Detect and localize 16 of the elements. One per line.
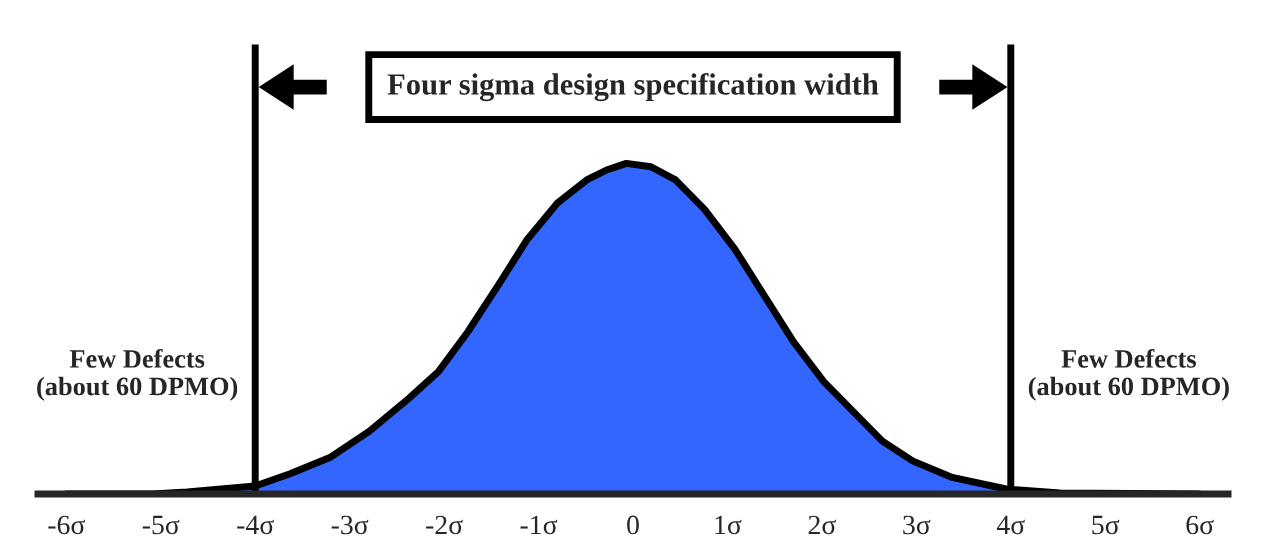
chart-title: Four sigma design specification width [387, 72, 879, 102]
x-tick-label: 6σ [1186, 515, 1214, 535]
x-tick-label: -3σ [331, 515, 369, 535]
x-tick-label: -2σ [426, 515, 463, 535]
x-tick-label: -6σ [48, 515, 85, 535]
x-tick-label: -5σ [142, 515, 180, 535]
x-tick-label: 2σ [808, 515, 836, 535]
x-tick-label: 3σ [903, 515, 931, 535]
annotation: Few Defects (about 60 DPMO) [1028, 348, 1229, 401]
x-tick-label: -4σ [237, 515, 274, 535]
annotation: Few Defects (about 60 DPMO) [37, 348, 238, 401]
x-tick-label: 1σ [715, 515, 742, 535]
x-tick-label: 4σ [996, 515, 1025, 535]
x-tick-label: 5σ [1092, 515, 1120, 535]
x-tick-label: 0 [627, 515, 639, 535]
x-tick-label: -1σ [520, 515, 558, 535]
